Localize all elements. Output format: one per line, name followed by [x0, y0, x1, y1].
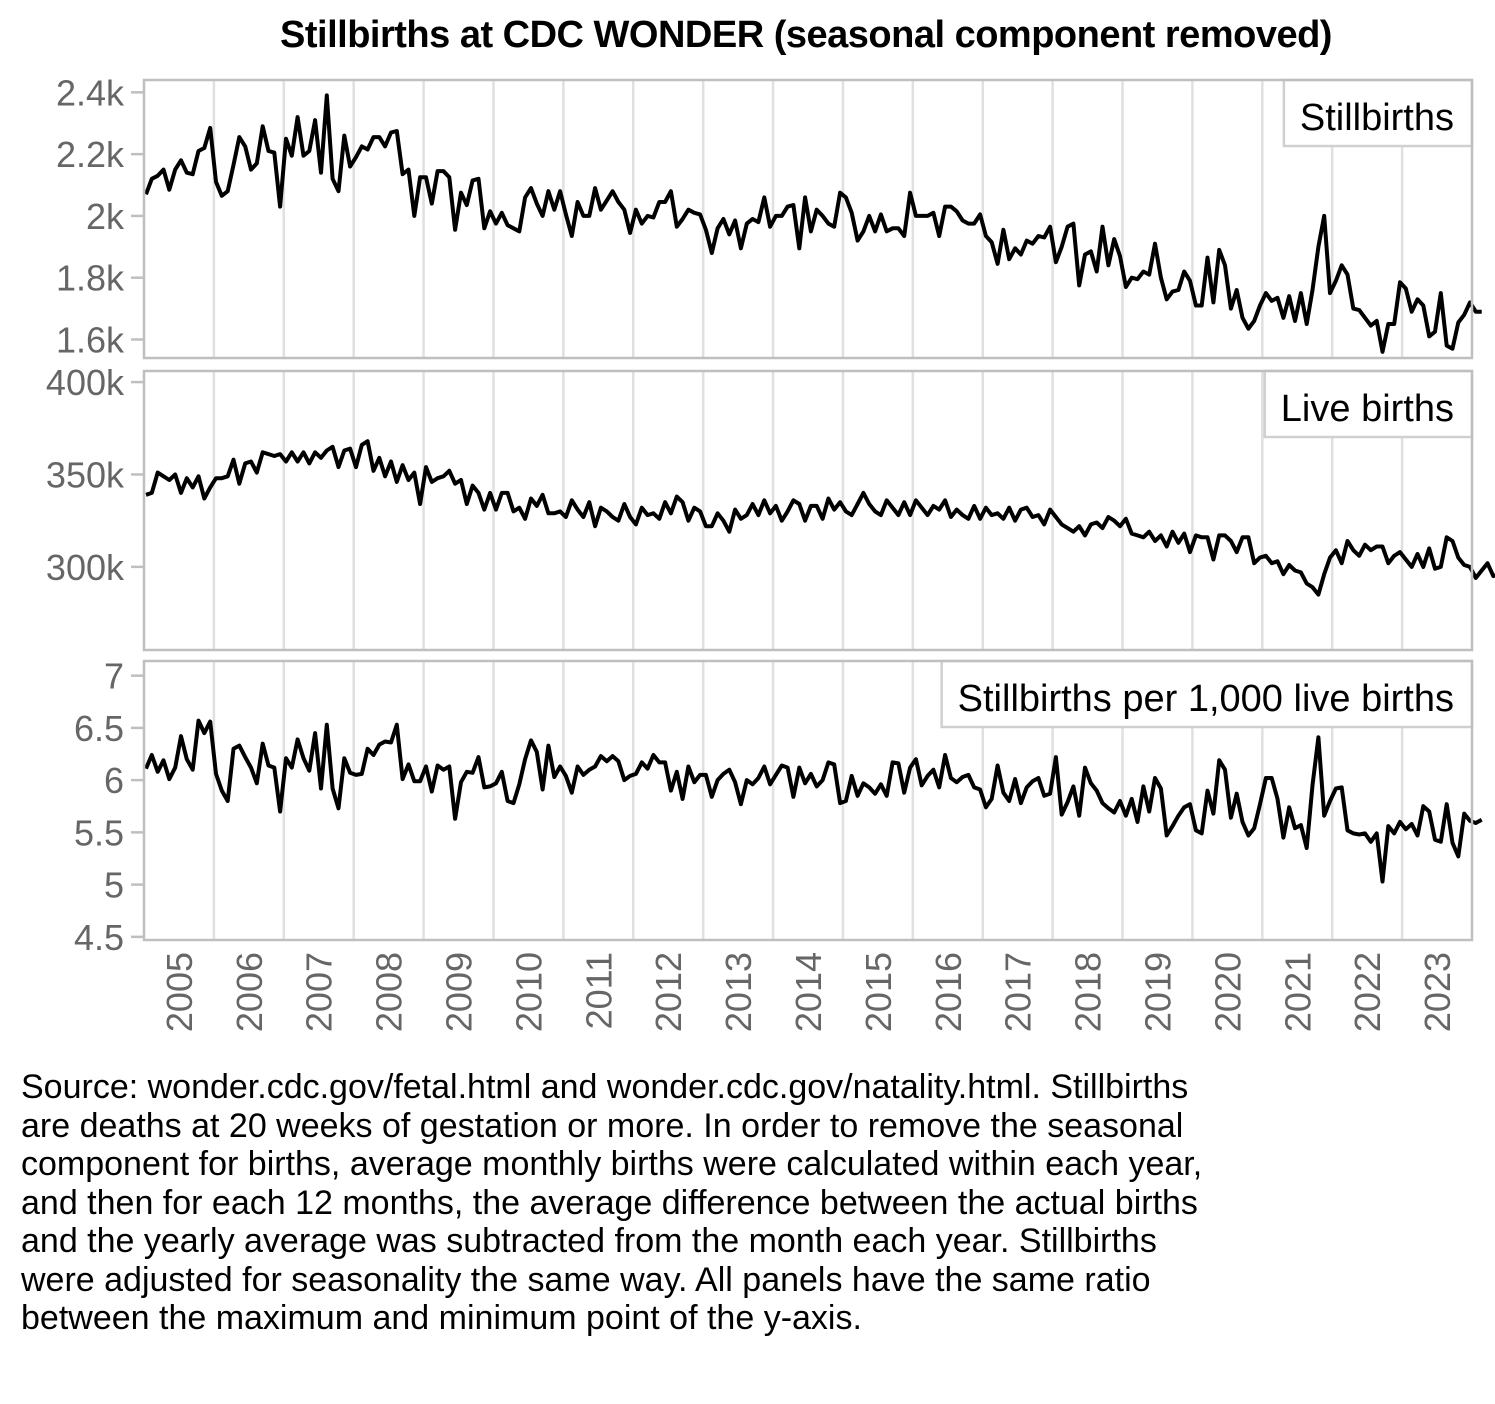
y-tick-label: 1.6k [56, 319, 125, 360]
chart-footnote: Source: wonder.cdc.gov/fetal.html and wo… [21, 1068, 1481, 1338]
y-tick-label: 2.2k [56, 134, 125, 175]
footnote-line: were adjusted for seasonality the same w… [21, 1260, 1151, 1299]
x-axis: 2005 2006 2007 2008 2009 2010 2011 2012 2013 2014… [159, 952, 1458, 1032]
legend-label: Stillbirths per 1,000 live births [958, 678, 1454, 720]
x-tick-label: 2016 [928, 952, 969, 1032]
x-tick-label: 2015 [858, 952, 899, 1032]
x-tick-label: 2021 [1277, 952, 1318, 1032]
x-tick-label: 2012 [648, 952, 689, 1032]
chart-plot-area: 1.6k 1.8k 2k 2.2k 2.4k Stillbirths 300k 350k 400… [46, 72, 1495, 1032]
footnote-line: component for births, average monthly bi… [21, 1145, 1203, 1183]
series-line-stillbirths [144, 93, 1482, 354]
footnote-line: Source: wonder.cdc.gov/fetal.html and wo… [21, 1068, 1189, 1106]
legend-label: Live births [1281, 388, 1454, 430]
y-tick-label: 6.5 [74, 708, 124, 749]
y-tick-label: 1.8k [56, 258, 125, 299]
series-line-rate [144, 718, 1483, 884]
series-line-live_births [145, 439, 1495, 597]
footnote-line: and the yearly average was subtracted fr… [21, 1222, 1157, 1260]
x-tick-label: 2011 [578, 952, 619, 1029]
x-tick-label: 2010 [508, 952, 549, 1032]
y-tick-label: 5.5 [74, 812, 124, 853]
footnote-line: and then for each 12 months, the average… [21, 1183, 1198, 1222]
y-tick-label: 2.4k [56, 72, 125, 113]
x-tick-label: 2013 [718, 952, 759, 1032]
x-tick-label: 2007 [299, 952, 340, 1032]
x-tick-label: 2014 [788, 952, 829, 1032]
x-tick-label: 2008 [369, 952, 410, 1032]
legend-label: Stillbirths [1300, 97, 1454, 139]
x-tick-label: 2023 [1417, 952, 1458, 1032]
y-tick-label: 2k [86, 196, 125, 237]
panel-rate: 4.5 5 5.5 6 6.5 7 Stillbirths per 1,000 live b… [74, 656, 1483, 958]
x-tick-label: 2005 [159, 952, 200, 1032]
panel-live_births: 300k 350k 400k Live births [46, 362, 1495, 652]
x-tick-label: 2009 [439, 952, 480, 1032]
y-tick-label: 400k [46, 362, 125, 403]
x-tick-label: 2006 [229, 952, 270, 1032]
x-tick-label: 2019 [1137, 952, 1178, 1032]
y-tick-label: 350k [46, 454, 125, 495]
footnote-line: are deaths at 20 weeks of gestation or m… [21, 1106, 1184, 1145]
footnote-line: between the maximum and minimum point of… [21, 1299, 862, 1337]
x-tick-label: 2020 [1207, 952, 1248, 1032]
x-tick-label: 2017 [998, 952, 1039, 1032]
x-tick-label: 2018 [1068, 952, 1109, 1032]
y-tick-label: 6 [104, 760, 124, 801]
panel-border [142, 369, 1474, 652]
x-tick-label: 2022 [1347, 952, 1388, 1032]
y-tick-label: 300k [46, 547, 125, 588]
panel-border [142, 78, 1474, 360]
y-tick-label: 5 [104, 865, 124, 906]
panel-border [142, 659, 1474, 942]
y-tick-label: 4.5 [74, 917, 124, 958]
panel-stillbirths: 1.6k 1.8k 2k 2.2k 2.4k Stillbirths [56, 72, 1482, 360]
chart-title: Stillbirths at CDC WONDER (seasonal comp… [280, 14, 1332, 56]
y-tick-label: 7 [104, 656, 124, 697]
